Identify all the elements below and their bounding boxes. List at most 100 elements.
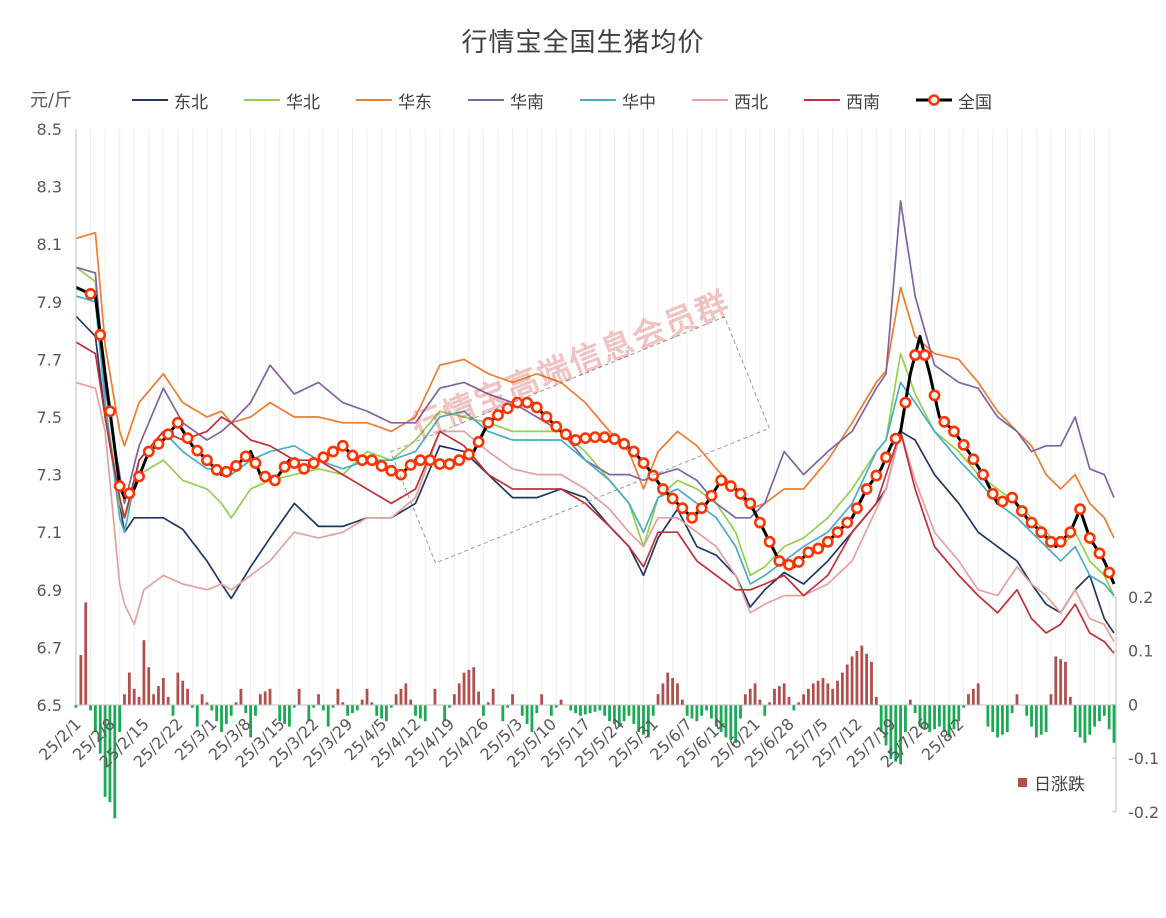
- daily-change-bar: [840, 672, 844, 705]
- daily-change-bar: [501, 705, 505, 722]
- legend-label: 全国: [958, 92, 992, 113]
- legend-item-华东: 华东: [354, 88, 432, 113]
- national-marker: [899, 396, 912, 409]
- daily-change-bar: [1102, 705, 1106, 716]
- national-marker: [453, 454, 466, 467]
- y-tick-label: 8.3: [37, 178, 62, 197]
- y2-tick-label: -0.2: [1128, 803, 1159, 822]
- national-marker: [559, 428, 572, 441]
- daily-change-bar: [418, 705, 422, 719]
- daily-change-bar: [1030, 705, 1033, 727]
- daily-change-bar: [986, 705, 990, 727]
- daily-change-bar: [525, 705, 529, 724]
- daily-change-bar: [297, 688, 301, 705]
- daily-change-bar: [491, 688, 495, 705]
- national-marker: [724, 480, 737, 493]
- national-marker: [569, 434, 582, 446]
- daily-change-bar: [1039, 705, 1043, 735]
- daily-change-bar: [836, 680, 839, 705]
- daily-change-bar: [186, 688, 189, 705]
- daily-change-bar: [414, 705, 417, 716]
- national-marker: [521, 396, 533, 409]
- daily-change-bar: [603, 705, 607, 716]
- y-tick-label: 8.1: [37, 235, 62, 254]
- legend-swatch: [804, 99, 840, 101]
- daily-change-bar: [807, 688, 810, 705]
- national-marker: [201, 454, 213, 467]
- grid: [75, 129, 1110, 705]
- daily-change-bar: [511, 694, 514, 705]
- daily-change-bar: [346, 705, 350, 716]
- national-marker: [1035, 526, 1048, 539]
- legend-swatch: [356, 99, 392, 101]
- series-line-东北: [75, 315, 1115, 634]
- daily-change-bar: [729, 705, 733, 741]
- daily-change-bar: [360, 699, 364, 705]
- daily-change-bar: [937, 705, 941, 727]
- daily-change-bar: [598, 705, 602, 711]
- daily-change-bar: [477, 691, 480, 705]
- daily-change-bar: [404, 683, 408, 705]
- national-marker: [278, 461, 291, 473]
- daily-change-bar: [380, 705, 383, 719]
- daily-change-bar: [268, 688, 272, 705]
- daily-change-bar: [234, 702, 238, 705]
- daily-change-bar: [1010, 705, 1014, 714]
- daily-change-bar: [884, 705, 888, 746]
- daily-change-bar: [889, 705, 893, 759]
- daily-change-bar: [918, 705, 922, 727]
- daily-change-bar: [220, 705, 223, 732]
- national-marker: [918, 349, 931, 361]
- daily-change-bar: [210, 705, 214, 711]
- daily-change-bar: [879, 705, 883, 732]
- national-marker: [1025, 516, 1038, 529]
- daily-change-bar: [312, 705, 316, 708]
- national-marker: [1006, 491, 1019, 504]
- national-marker: [424, 454, 436, 467]
- national-marker: [550, 420, 563, 433]
- daily-change-bar: [714, 705, 718, 727]
- daily-change-bar: [1054, 656, 1058, 705]
- national-marker: [492, 409, 504, 421]
- daily-change-bar: [166, 696, 170, 705]
- daily-change-bar: [462, 672, 466, 705]
- daily-change-bar: [351, 705, 354, 714]
- daily-change-bar: [244, 705, 248, 714]
- national-marker: [191, 444, 204, 457]
- daily-change-bar: [161, 678, 165, 705]
- daily-change-bar: [1025, 705, 1029, 716]
- national-marker: [346, 449, 359, 462]
- daily-change-bar: [559, 699, 563, 705]
- national-marker: [84, 287, 97, 300]
- national-marker: [1015, 505, 1028, 517]
- daily-change-bar: [409, 699, 413, 705]
- daily-change-bar: [855, 651, 859, 705]
- y-axis-label: 元/斤: [30, 90, 73, 111]
- daily-change-bar: [258, 694, 262, 705]
- national-marker: [598, 431, 611, 444]
- daily-change-bar: [913, 705, 917, 714]
- national-marker: [841, 516, 854, 529]
- daily-change-bar: [782, 683, 786, 705]
- national-marker: [802, 546, 815, 559]
- daily-change-bar: [632, 705, 636, 724]
- national-marker: [356, 454, 369, 467]
- national-marker: [715, 474, 728, 487]
- national-marker: [608, 433, 621, 445]
- legend-label: 华南: [510, 92, 544, 113]
- national-marker: [142, 445, 155, 458]
- national-marker: [589, 431, 601, 444]
- daily-change-bar: [283, 705, 286, 724]
- daily-change-bar: [763, 705, 767, 716]
- daily-change-bar: [671, 678, 675, 705]
- daily-change-bar: [215, 705, 219, 722]
- national-marker: [773, 555, 786, 567]
- daily-change-bar: [850, 656, 854, 705]
- series-line-华中: [75, 295, 1115, 597]
- national-marker: [986, 487, 999, 500]
- daily-change-bar: [389, 705, 393, 708]
- y2-tick-label: -0.1: [1128, 749, 1159, 768]
- legend-item-华中: 华中: [578, 88, 656, 113]
- daily-change-bar: [1049, 694, 1053, 705]
- daily-change-bar: [826, 683, 830, 705]
